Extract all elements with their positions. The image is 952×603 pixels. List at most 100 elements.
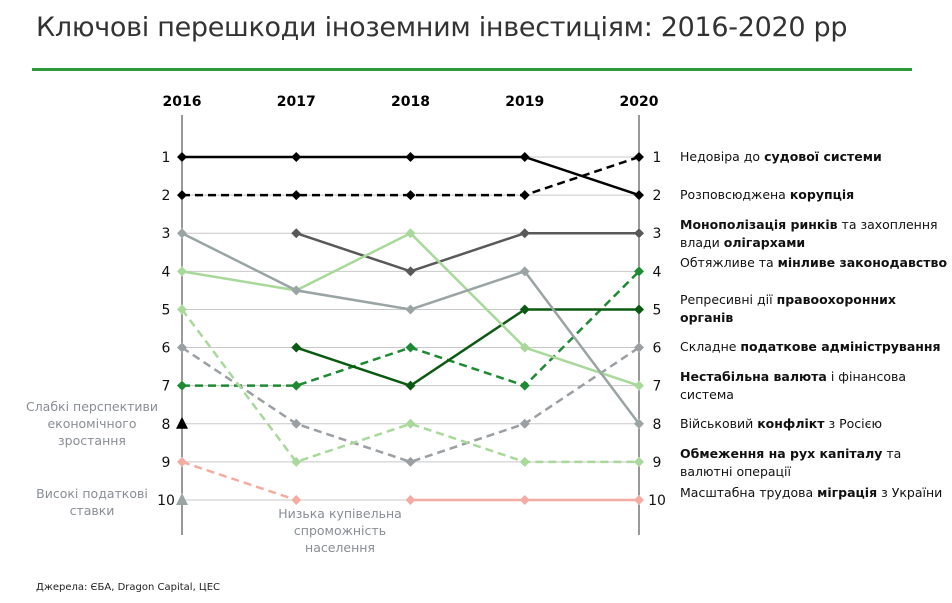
y-tick-left: 1	[162, 150, 171, 166]
series-label-part: міграція	[817, 485, 878, 500]
y-tick-left: 5	[162, 302, 171, 318]
series-label-part: конфлікт	[757, 416, 825, 431]
source-note: Джерела: ЄБА, Dragon Capital, ЦЕС	[36, 582, 220, 593]
y-tick-right: 10	[648, 493, 666, 509]
data-point-marker	[177, 342, 187, 353]
data-point-marker	[177, 304, 187, 315]
data-point-marker	[405, 152, 416, 162]
y-tick-right: 2	[653, 188, 662, 204]
data-point-marker	[634, 304, 644, 315]
x-tick-label: 2020	[620, 94, 659, 110]
data-point-marker	[519, 495, 530, 505]
series-label-part: Недовіра до	[680, 149, 765, 164]
x-tick-label: 2017	[277, 94, 316, 110]
data-point-marker	[519, 228, 530, 239]
y-tick-right: 5	[653, 302, 662, 318]
series-label: Масштабна трудова міграція з України	[680, 484, 952, 502]
data-point-marker	[291, 495, 302, 505]
series-label-part: Монополізація ринків	[680, 217, 838, 232]
data-point-marker	[634, 495, 644, 505]
data-point-marker	[177, 152, 187, 162]
y-tick-left: 10	[157, 493, 175, 509]
x-tick-label: 2016	[163, 94, 202, 110]
x-tick-label: 2019	[505, 94, 544, 110]
y-tick-right: 9	[653, 455, 662, 471]
data-point-marker	[634, 418, 644, 429]
data-point-marker	[405, 495, 416, 505]
page-title: Ключові перешкоди іноземним інвестиціям:…	[36, 12, 848, 43]
y-tick-right: 6	[653, 341, 662, 357]
triangle-marker	[176, 416, 188, 429]
data-point-marker	[634, 228, 644, 239]
data-point-marker	[291, 285, 302, 296]
series-label: Обтяжливе та мінливе законодавство	[680, 254, 952, 272]
data-point-marker	[177, 456, 187, 467]
series-label-part: та захоплення влади	[680, 217, 938, 250]
data-point-marker	[519, 418, 530, 429]
data-point-marker	[291, 190, 302, 201]
series-label-part: Військовий	[680, 416, 758, 431]
series-line	[181, 346, 640, 464]
data-point-marker	[291, 456, 302, 467]
data-point-marker	[405, 342, 416, 353]
annotation-weak-growth: Слабкі перспективи економічного зростанн…	[25, 399, 159, 448]
series-label: Репресивні дії правоохоронних органів	[680, 291, 952, 326]
data-point-marker	[405, 456, 416, 467]
data-point-marker	[291, 418, 302, 429]
series-label: Обмеження на рух капіталу та валютні опе…	[680, 445, 952, 480]
data-point-marker	[291, 342, 302, 353]
data-point-marker	[519, 152, 530, 162]
data-point-marker	[405, 380, 416, 391]
series-label-part: з України	[877, 485, 943, 500]
series-label-part: податкове адміністрування	[740, 339, 941, 354]
y-tick-left: 4	[162, 264, 171, 280]
series-label-part: правоохоронних органів	[680, 292, 896, 325]
series-label-part: з Росією	[824, 416, 882, 431]
series-line	[295, 308, 639, 388]
data-point-marker	[291, 152, 302, 162]
series-label-part: корупція	[789, 187, 855, 202]
data-point-marker	[405, 228, 416, 239]
series-label-part: та валютні операції	[680, 446, 902, 479]
series-label: Розповсюджена корупція	[680, 186, 952, 204]
series-label-part: Нестабільна валюта	[680, 369, 827, 384]
data-point-marker	[177, 380, 187, 391]
series-label-part: мінливе законодавство	[777, 255, 948, 270]
data-point-marker	[177, 228, 187, 239]
series-line	[182, 155, 640, 197]
data-point-marker	[634, 190, 644, 201]
series-label: Недовіра до судової системи	[680, 148, 952, 166]
title-divider	[32, 68, 912, 71]
series-label-part: Обтяжливе та	[680, 255, 778, 270]
data-point-marker	[519, 190, 530, 201]
series-line	[182, 270, 640, 388]
data-point-marker	[634, 152, 644, 162]
series-label-part: судової системи	[764, 149, 882, 164]
data-point-marker	[519, 380, 530, 391]
series-label-part: Розповсюджена	[680, 187, 790, 202]
y-tick-right: 8	[653, 417, 662, 433]
series-label: Військовий конфлікт з Росією	[680, 415, 952, 433]
series-line	[180, 308, 639, 464]
data-point-marker	[177, 190, 187, 201]
data-point-marker	[291, 228, 302, 239]
y-tick-right: 3	[653, 226, 662, 242]
data-point-marker	[405, 190, 416, 201]
series-line	[295, 231, 639, 273]
data-point-marker	[634, 266, 644, 277]
y-tick-right: 1	[653, 150, 662, 166]
data-point-marker	[405, 266, 416, 277]
annotation-high-taxes: Високі податкові ставки	[36, 486, 148, 518]
series-label: Нестабільна валюта і фінансова система	[680, 368, 952, 403]
data-point-marker	[519, 456, 530, 467]
series-label: Складне податкове адміністрування	[680, 338, 952, 356]
data-point-marker	[405, 418, 416, 429]
x-tick-label: 2018	[391, 94, 430, 110]
data-point-marker	[634, 380, 644, 391]
data-point-marker	[634, 342, 644, 353]
data-point-marker	[519, 342, 530, 353]
data-point-marker	[519, 266, 530, 277]
y-tick-right: 7	[653, 379, 662, 395]
y-tick-left: 8	[162, 417, 171, 433]
